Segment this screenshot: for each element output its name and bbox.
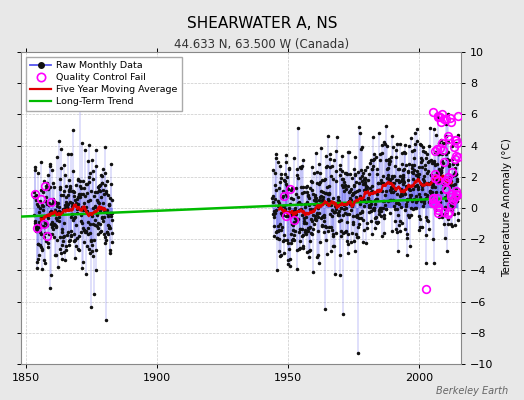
Y-axis label: Temperature Anomaly (°C): Temperature Anomaly (°C) xyxy=(502,138,512,278)
Text: Berkeley Earth: Berkeley Earth xyxy=(436,386,508,396)
Text: 44.633 N, 63.500 W (Canada): 44.633 N, 63.500 W (Canada) xyxy=(174,38,350,51)
Text: SHEARWATER A, NS: SHEARWATER A, NS xyxy=(187,16,337,31)
Legend: Raw Monthly Data, Quality Control Fail, Five Year Moving Average, Long-Term Tren: Raw Monthly Data, Quality Control Fail, … xyxy=(26,57,182,111)
